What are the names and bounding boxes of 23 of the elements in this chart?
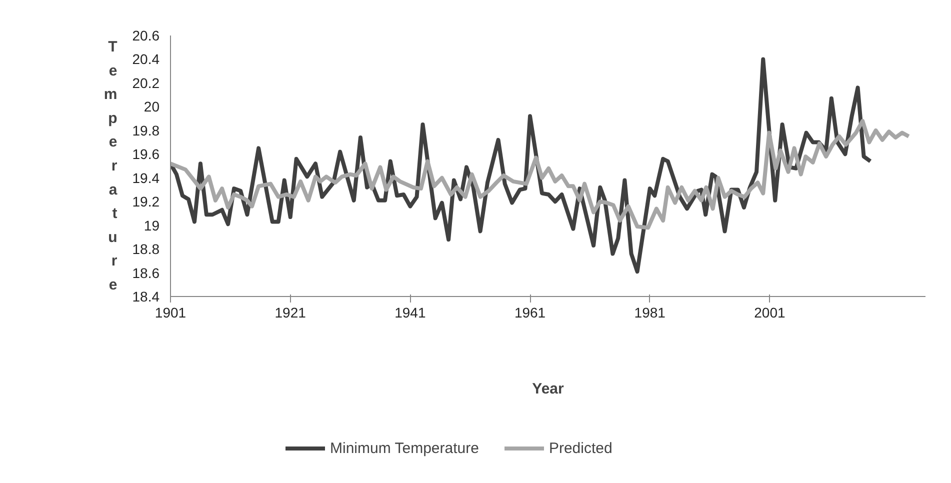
y-tick-label: 19.4 <box>132 170 160 186</box>
y-tick-label: 19.2 <box>132 194 160 210</box>
y-tick-label: 20.6 <box>132 28 160 44</box>
x-axis-title: Year <box>532 380 564 398</box>
y-tick-label: 20.2 <box>132 74 160 91</box>
x-tick-label: 1981 <box>634 304 666 320</box>
x-tick-label: 1941 <box>394 304 426 320</box>
y-tick-label: 19.6 <box>132 146 160 162</box>
line-series <box>170 118 911 230</box>
x-tick-label: 1921 <box>274 304 306 320</box>
y-tick-label: 18.8 <box>132 241 160 258</box>
x-tick-label: 1961 <box>514 304 546 320</box>
y-tick-label: 19.8 <box>132 122 160 138</box>
y-tick-label: 18.6 <box>132 264 160 281</box>
y-tick-label: 20 <box>144 98 160 115</box>
legend-label: Predicted <box>548 440 612 456</box>
text: Temperature <box>104 38 118 294</box>
x-tick-label: 1901 <box>154 304 186 320</box>
x-tick-label: 2001 <box>754 304 786 320</box>
y-tick-label: 19 <box>144 217 160 234</box>
legend-label: Minimum Temperature <box>330 440 479 456</box>
y-tick-label: 20.4 <box>132 51 160 68</box>
y-tick-label: 18.4 <box>132 288 160 304</box>
